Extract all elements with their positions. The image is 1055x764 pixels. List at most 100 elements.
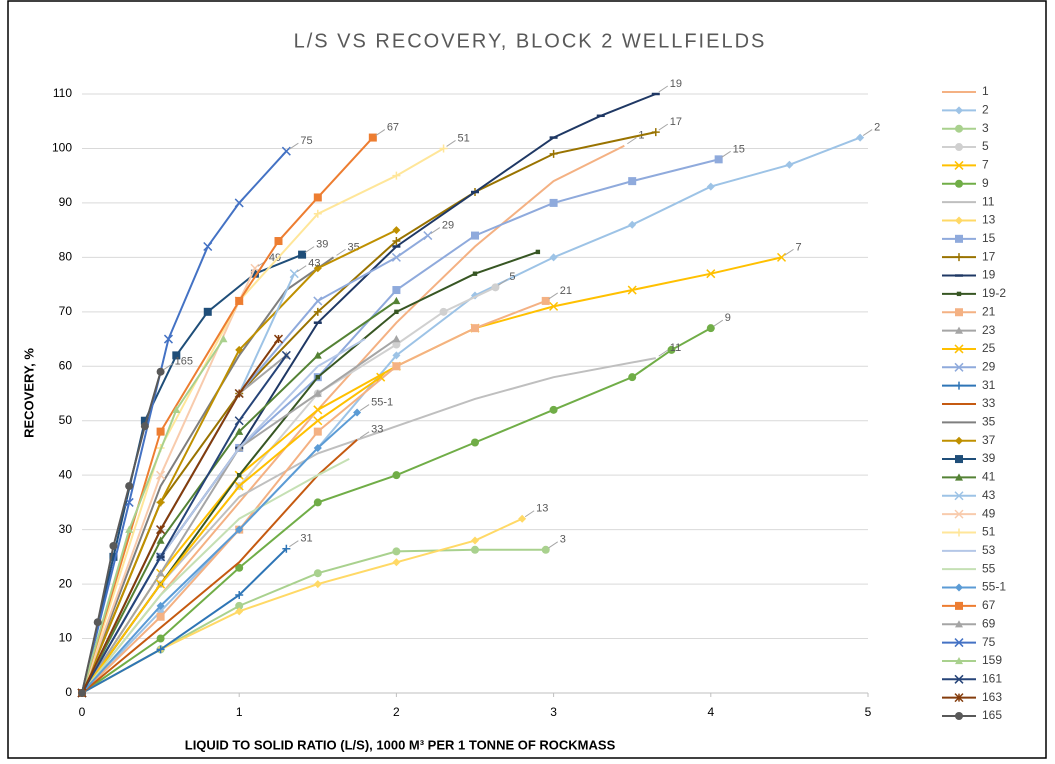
series-line [81,457,350,694]
marker [954,362,964,372]
legend-label: 21 [982,304,996,318]
marker [549,198,558,207]
marker [313,416,323,426]
marker [156,569,165,577]
label-leader [713,319,724,327]
end-label: 9 [725,312,731,324]
end-label: 2 [874,121,880,133]
legend-label: 161 [982,671,1002,685]
label-leader [658,85,669,93]
marker [274,237,283,246]
marker [235,563,244,572]
marker [156,552,166,562]
legend-label: 35 [982,415,996,429]
legend-label: 19 [982,268,996,282]
x-tick-label: 5 [865,705,872,719]
label-leader [430,227,441,234]
marker [235,296,244,305]
series-line [81,439,358,694]
series-line [81,547,288,694]
marker [491,283,500,292]
marker [237,472,242,478]
legend-label: 7 [982,158,989,172]
series-line [81,371,162,694]
legend-label: 19-2 [982,286,1006,300]
legend-label: 55-1 [982,580,1006,594]
marker [955,216,963,225]
marker [281,146,291,156]
marker [313,307,322,316]
y-tick-label: 0 [65,685,72,699]
legend-label: 165 [982,708,1002,722]
x-tick-label: 1 [236,705,243,719]
marker [856,133,865,142]
marker [313,427,322,436]
marker [714,155,723,164]
end-label: 33 [371,424,383,436]
marker [955,326,963,334]
marker [353,408,362,417]
marker [392,471,401,480]
label-leader [548,292,559,300]
marker [156,498,165,507]
marker [235,427,244,435]
marker [667,345,676,354]
series [81,256,335,694]
end-label: 75 [300,135,312,147]
label-leader [336,248,346,256]
x-tick-label: 3 [550,705,557,719]
marker [471,324,479,333]
y-tick-label: 30 [59,522,73,536]
label-leader [359,404,370,411]
marker [281,350,291,360]
marker [955,583,963,592]
end-label: 67 [387,121,399,133]
y-tick-label: 60 [59,358,73,372]
legend-label: 25 [982,341,996,355]
marker [392,351,401,360]
marker [955,308,963,317]
series [81,439,358,694]
series-line [81,354,288,694]
marker [156,645,165,654]
legend-label: 33 [982,396,996,410]
series-line [81,327,712,694]
marker [203,241,213,252]
marker [109,552,118,561]
marker [955,253,963,262]
y-tick-label: 100 [52,141,72,155]
end-label: 165 [175,356,193,368]
series-line [81,147,445,694]
marker [392,340,401,349]
marker [313,209,322,218]
marker [125,525,134,533]
label-leader [658,349,669,357]
marker [955,234,963,243]
end-label: 31 [300,533,312,545]
marker [541,545,550,554]
marker [156,579,166,589]
marker [423,231,433,241]
label-leader [721,150,731,158]
label-leader [163,363,173,371]
label-leader [289,540,299,548]
marker [956,291,962,297]
marker [549,253,558,262]
marker [955,381,963,390]
marker [250,269,259,278]
end-label: 43 [308,258,320,270]
end-label: 5 [509,271,515,283]
marker [235,601,244,610]
end-label: 49 [269,252,281,264]
legend-label: 67 [982,598,996,612]
series-line [81,131,656,694]
marker [955,143,963,152]
marker [250,263,260,273]
marker [156,612,165,621]
end-label: 19 [670,78,682,90]
marker [78,689,86,697]
marker [628,373,637,382]
label-leader [524,510,535,518]
y-tick-label: 70 [59,304,73,318]
legend-label: 39 [982,451,996,465]
